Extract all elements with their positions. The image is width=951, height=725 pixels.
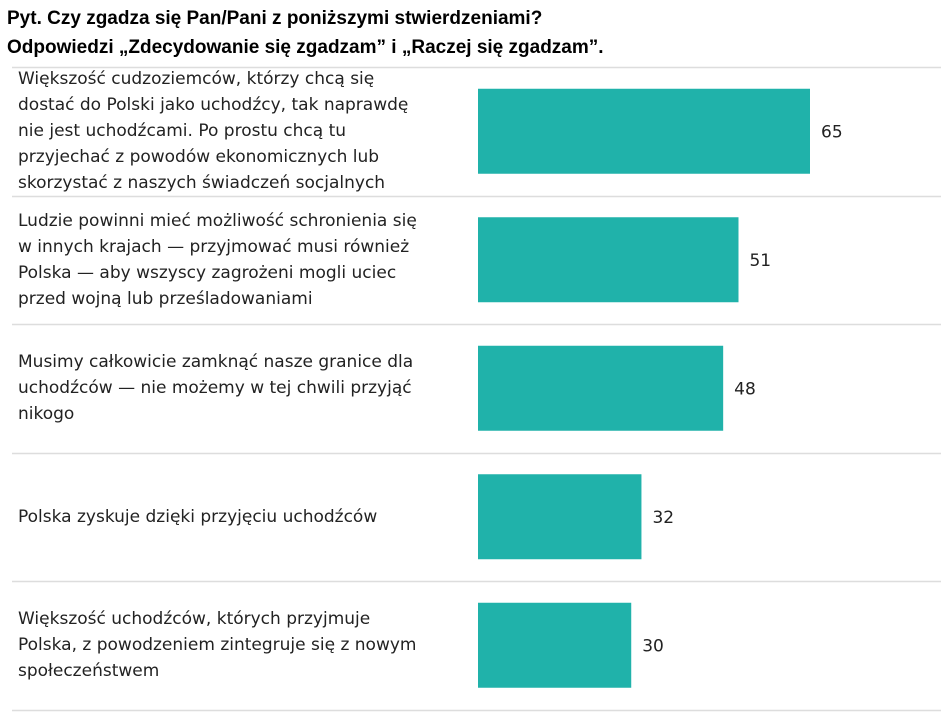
category-label-line: w innych krajach — przyjmować musi równi… — [18, 236, 410, 257]
category-label-line: nikogo — [18, 404, 75, 425]
category-label-line: społeczeństwem — [18, 661, 160, 682]
category-label-line: uchodźców — nie możemy w tej chwili przy… — [18, 378, 412, 399]
bar — [478, 345, 724, 431]
category-label-line: przed wojną lub prześladowaniami — [18, 288, 313, 309]
category-label-line: przyjechać z powodów ekonomicznych lub — [18, 147, 380, 168]
category-label-text: Większość uchodźców, których przyjmuje Po… — [18, 606, 416, 684]
chart-title-line-2: Odpowiedzi „Zdecydowanie się zgadzam” i … — [7, 37, 604, 58]
bar — [478, 474, 642, 560]
category-label-line: Musimy całkowicie zamknąć nasze granice … — [18, 352, 414, 373]
category-label-line: Większość uchodźców, których przyjmuje — [18, 609, 371, 630]
category-label-line: skorzystać z naszych świadczeń socjalnyc… — [18, 173, 386, 194]
category-label: Większość cudzoziemców, którzy chcą się d… — [18, 69, 468, 194]
category-label: Większość uchodźców, których przyjmuje Po… — [18, 583, 468, 708]
bar — [478, 88, 810, 174]
chart-title-line-1: Pyt. Czy zgadza się Pan/Pani z poniższym… — [7, 8, 543, 29]
value-label: 65 — [821, 122, 843, 142]
value-label: 48 — [734, 379, 756, 399]
chart-title: Pyt. Czy zgadza się Pan/Pani z poniższym… — [7, 4, 947, 62]
bar — [478, 602, 632, 688]
category-label-text: Musimy całkowicie zamknąć nasze granice … — [18, 349, 413, 427]
value-label: 32 — [652, 508, 674, 528]
value-label: 51 — [749, 251, 771, 271]
category-label-line: Ludzie powinni mieć możliwość schronieni… — [18, 210, 417, 231]
bar — [478, 217, 739, 303]
category-label-line: nie jest uchodźcami. Po prostu chcą tu — [18, 121, 347, 142]
category-label-line: Większość cudzoziemców, którzy chcą się — [18, 69, 375, 90]
category-label: Ludzie powinni mieć możliwość schronieni… — [18, 198, 468, 323]
category-label-text: Większość cudzoziemców, którzy chcą się d… — [18, 66, 408, 196]
value-label: 30 — [642, 636, 664, 656]
category-label-line: dostać do Polski jako uchodźcy, tak napr… — [18, 95, 409, 116]
category-label-text: Ludzie powinni mieć możliwość schronieni… — [18, 208, 417, 312]
category-label: Musimy całkowicie zamknąć nasze granice … — [18, 326, 468, 451]
category-label: Polska zyskuje dzięki przyjęciu uchodźcó… — [18, 455, 468, 580]
category-label-line: Polska zyskuje dzięki przyjęciu uchodźcó… — [18, 506, 378, 527]
category-label-text: Polska zyskuje dzięki przyjęciu uchodźcó… — [18, 504, 377, 530]
category-label-line: Polska — aby wszyscy zagrożeni mogli uci… — [18, 262, 397, 283]
category-label-line: Polska, z powodzeniem zintegruje się z n… — [18, 635, 417, 656]
